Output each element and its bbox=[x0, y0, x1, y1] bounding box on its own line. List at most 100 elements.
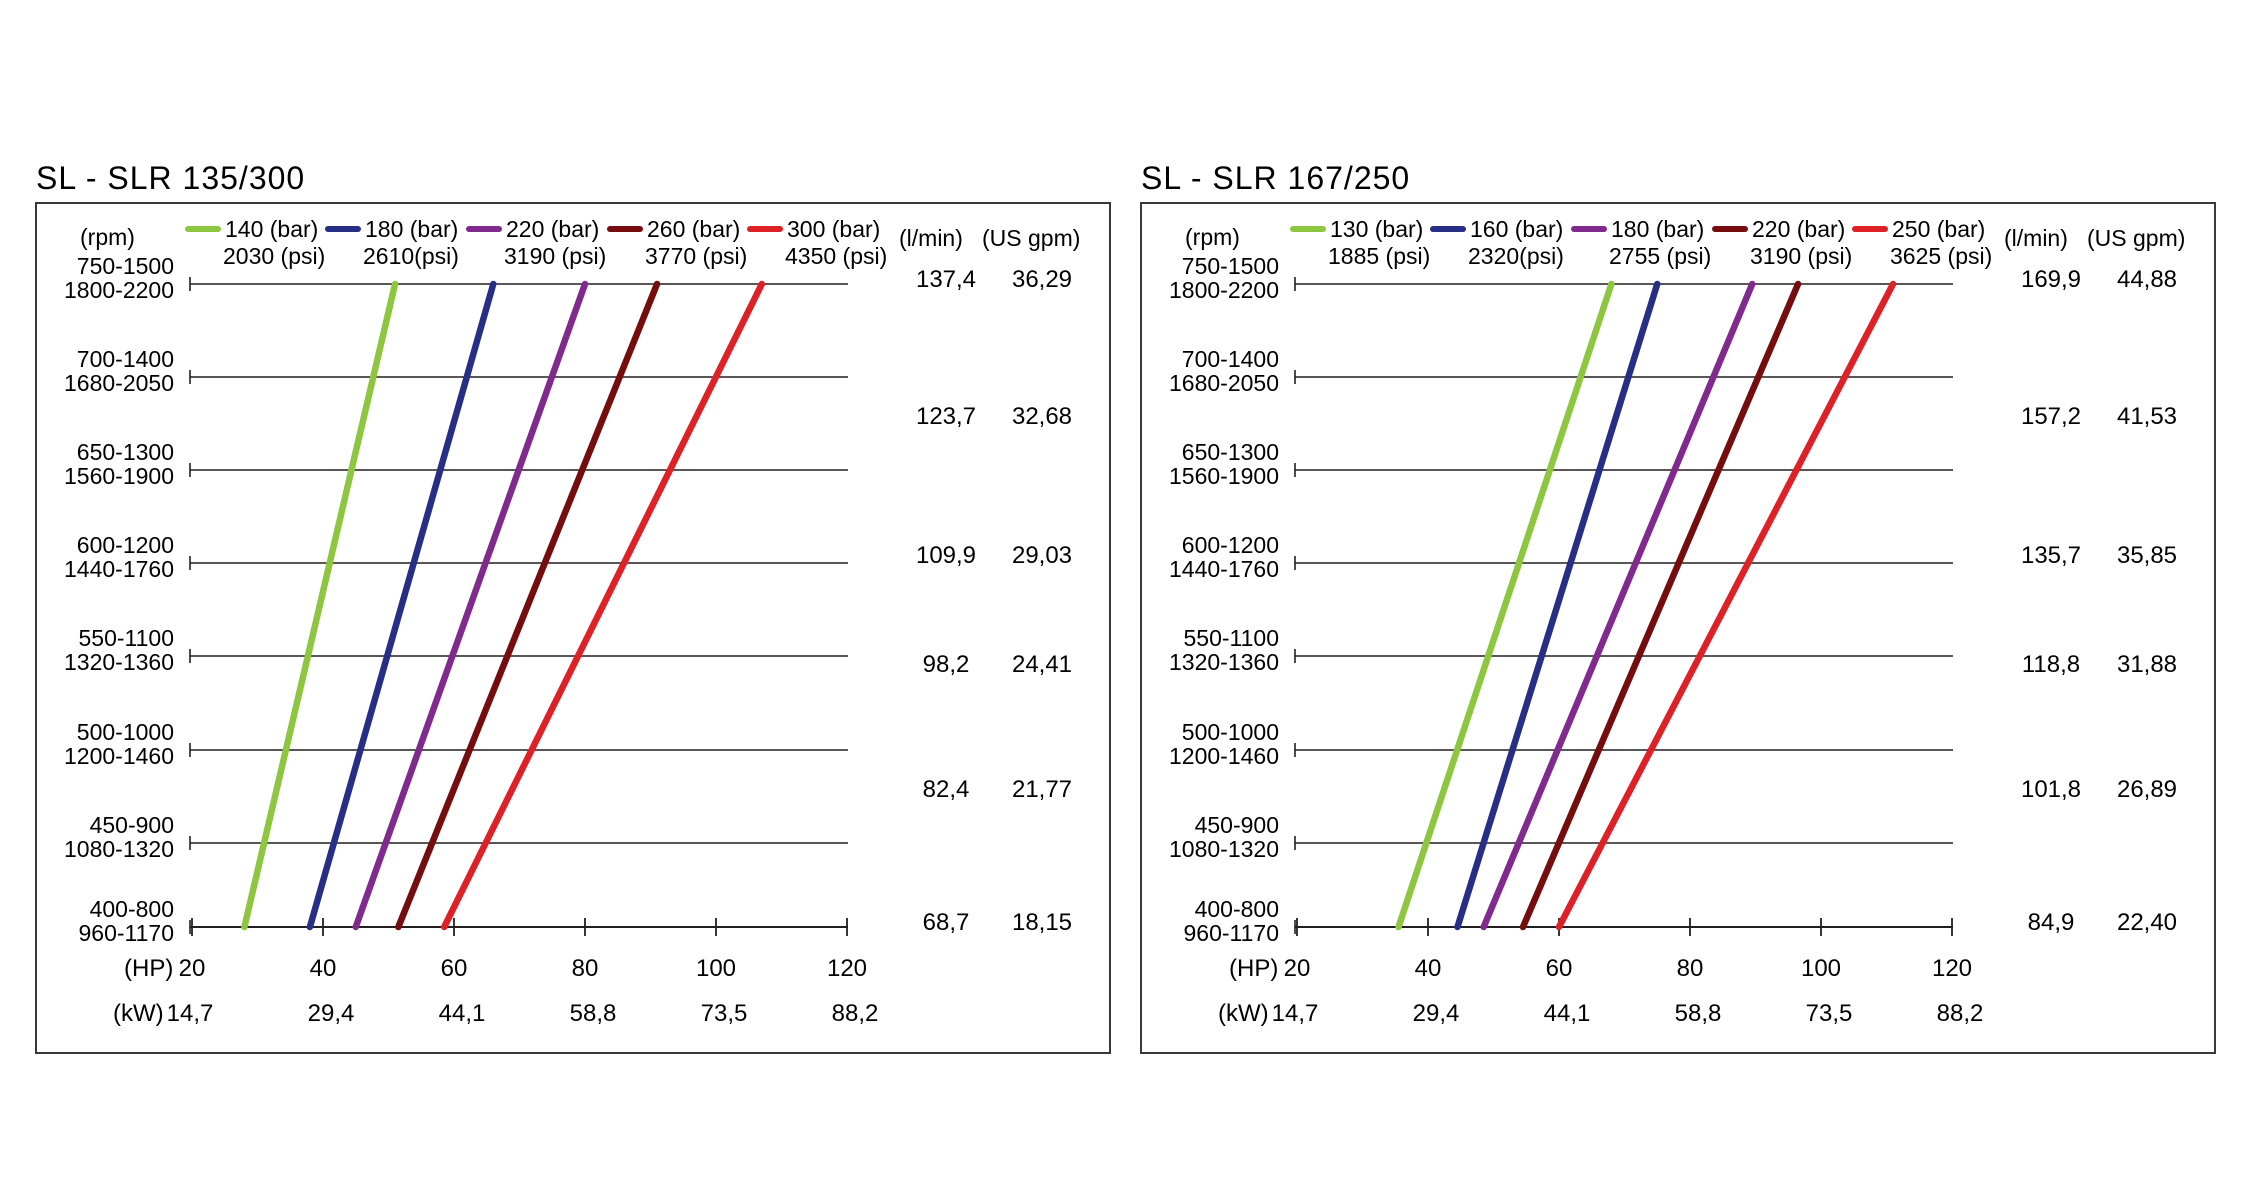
series-line bbox=[241, 280, 399, 931]
y-axis-unit: (rpm) bbox=[80, 224, 135, 250]
series-line bbox=[306, 280, 497, 931]
rpm-label-high: 1800-2200 bbox=[1169, 277, 1279, 303]
flow-value: 68,7 bbox=[923, 909, 970, 936]
rpm-label-high: 1440-1760 bbox=[64, 556, 174, 582]
x-tick-kw: 58,8 bbox=[1675, 1000, 1722, 1027]
rpm-label-low: 450-900 bbox=[90, 812, 174, 838]
rpm-label-low: 550-1100 bbox=[1184, 625, 1280, 651]
chart-title: SL - SLR 135/300 bbox=[36, 160, 305, 196]
x-tick-kw: 88,2 bbox=[1937, 1000, 1984, 1027]
series-line bbox=[1480, 280, 1756, 931]
rpm-label-low: 600-1200 bbox=[1182, 532, 1279, 558]
series-line bbox=[1519, 280, 1802, 931]
x-tick-kw: 88,2 bbox=[832, 1000, 879, 1027]
gpm-value: 24,41 bbox=[1012, 651, 1072, 678]
legend-psi: 2320(psi) bbox=[1468, 243, 1564, 269]
rpm-label-high: 960-1170 bbox=[79, 920, 175, 946]
x-axis-unit-kw: (kW) bbox=[113, 1000, 164, 1027]
x-tick-kw: 14,7 bbox=[1272, 1000, 1319, 1027]
gpm-value: 29,03 bbox=[1012, 542, 1072, 569]
legend-label: 260 (bar) bbox=[647, 216, 740, 242]
rpm-label-low: 500-1000 bbox=[77, 719, 174, 745]
gpm-value: 41,53 bbox=[2117, 403, 2177, 430]
flow-value: 82,4 bbox=[923, 776, 970, 803]
legend-label: 220 (bar) bbox=[506, 216, 599, 242]
chart-title: SL - SLR 167/250 bbox=[1141, 160, 1410, 196]
flow-value: 137,4 bbox=[916, 266, 976, 293]
rpm-label-high: 1560-1900 bbox=[64, 463, 174, 489]
series-line bbox=[395, 280, 661, 931]
x-tick-kw: 44,1 bbox=[439, 1000, 486, 1027]
legend-psi: 3190 (psi) bbox=[1750, 243, 1852, 269]
gpm-value: 35,85 bbox=[2117, 542, 2177, 569]
rpm-label-low: 700-1400 bbox=[77, 346, 174, 372]
x-tick-hp: 100 bbox=[696, 955, 736, 982]
legend-label: 300 (bar) bbox=[787, 216, 880, 242]
legend-psi: 3770 (psi) bbox=[645, 243, 747, 269]
chart-2: SL - SLR 167/250 (rpm) 130 (bar)1885 (psi)… bbox=[1140, 160, 2216, 1054]
x-tick-hp: 40 bbox=[1415, 955, 1442, 982]
chart-1: SL - SLR 135/300 (rpm) 140 (bar)2030 (psi)… bbox=[35, 160, 1111, 1054]
gpm-value: 36,29 bbox=[1012, 266, 1072, 293]
rpm-label-low: 650-1300 bbox=[77, 439, 174, 465]
rpm-label-low: 400-800 bbox=[1195, 896, 1279, 922]
chart-frame bbox=[35, 202, 1111, 1054]
legend-label: 160 (bar) bbox=[1470, 216, 1563, 242]
gpm-value: 32,68 bbox=[1012, 403, 1072, 430]
rpm-label-high: 1560-1900 bbox=[1169, 463, 1279, 489]
rpm-label-high: 1800-2200 bbox=[64, 277, 174, 303]
series-line bbox=[1555, 280, 1897, 931]
flow-value: 109,9 bbox=[916, 542, 976, 569]
x-tick-hp: 40 bbox=[310, 955, 337, 982]
chart-frame bbox=[1140, 202, 2216, 1054]
x-tick-hp: 20 bbox=[1284, 955, 1311, 982]
x-tick-kw: 73,5 bbox=[701, 1000, 748, 1027]
gpm-value: 21,77 bbox=[1012, 776, 1072, 803]
x-tick-hp: 80 bbox=[1677, 955, 1704, 982]
rpm-label-high: 1440-1760 bbox=[1169, 556, 1279, 582]
flow-value: 118,8 bbox=[2022, 651, 2080, 678]
gpm-unit-label: (US gpm) bbox=[982, 225, 1080, 251]
legend-label: 220 (bar) bbox=[1752, 216, 1845, 242]
flow-value: 135,7 bbox=[2021, 542, 2081, 569]
series-line bbox=[352, 280, 589, 931]
series-line bbox=[1454, 280, 1661, 931]
legend-psi: 1885 (psi) bbox=[1328, 243, 1430, 269]
x-tick-hp: 120 bbox=[1932, 955, 1972, 982]
legend-psi: 3190 (psi) bbox=[504, 243, 606, 269]
gpm-value: 26,89 bbox=[2117, 776, 2177, 803]
legend-psi: 4350 (psi) bbox=[785, 243, 887, 269]
x-tick-hp: 80 bbox=[572, 955, 599, 982]
gpm-unit-label: (US gpm) bbox=[2087, 225, 2185, 251]
legend-label: 140 (bar) bbox=[225, 216, 318, 242]
x-axis-unit-hp: (HP) bbox=[1229, 955, 1278, 982]
x-tick-kw: 44,1 bbox=[1544, 1000, 1591, 1027]
x-tick-kw: 14,7 bbox=[167, 1000, 214, 1027]
rpm-label-low: 400-800 bbox=[90, 896, 174, 922]
y-axis-unit: (rpm) bbox=[1185, 224, 1240, 250]
legend-psi: 2030 (psi) bbox=[223, 243, 325, 269]
rpm-label-low: 500-1000 bbox=[1182, 719, 1279, 745]
rpm-label-high: 1200-1460 bbox=[64, 743, 174, 769]
rpm-label-high: 1080-1320 bbox=[1169, 836, 1279, 862]
flow-value: 98,2 bbox=[923, 651, 970, 678]
series-line bbox=[1395, 280, 1615, 931]
gpm-value: 44,88 bbox=[2117, 266, 2177, 293]
x-tick-kw: 29,4 bbox=[1413, 1000, 1460, 1027]
rpm-label-low: 550-1100 bbox=[79, 625, 175, 651]
rpm-label-low: 600-1200 bbox=[77, 532, 174, 558]
rpm-label-low: 700-1400 bbox=[1182, 346, 1279, 372]
rpm-label-high: 1200-1460 bbox=[1169, 743, 1279, 769]
gpm-value: 31,88 bbox=[2117, 651, 2177, 678]
flow-value: 157,2 bbox=[2021, 403, 2081, 430]
gpm-value: 18,15 bbox=[1012, 909, 1072, 936]
gpm-value: 22,40 bbox=[2117, 909, 2177, 936]
legend-label: 250 (bar) bbox=[1892, 216, 1985, 242]
legend-psi: 3625 (psi) bbox=[1890, 243, 1992, 269]
flow-value: 123,7 bbox=[916, 403, 976, 430]
flow-value: 84,9 bbox=[2028, 909, 2075, 936]
flow-unit-label: (l/min) bbox=[899, 225, 963, 251]
x-tick-hp: 60 bbox=[1546, 955, 1573, 982]
x-tick-kw: 73,5 bbox=[1806, 1000, 1853, 1027]
